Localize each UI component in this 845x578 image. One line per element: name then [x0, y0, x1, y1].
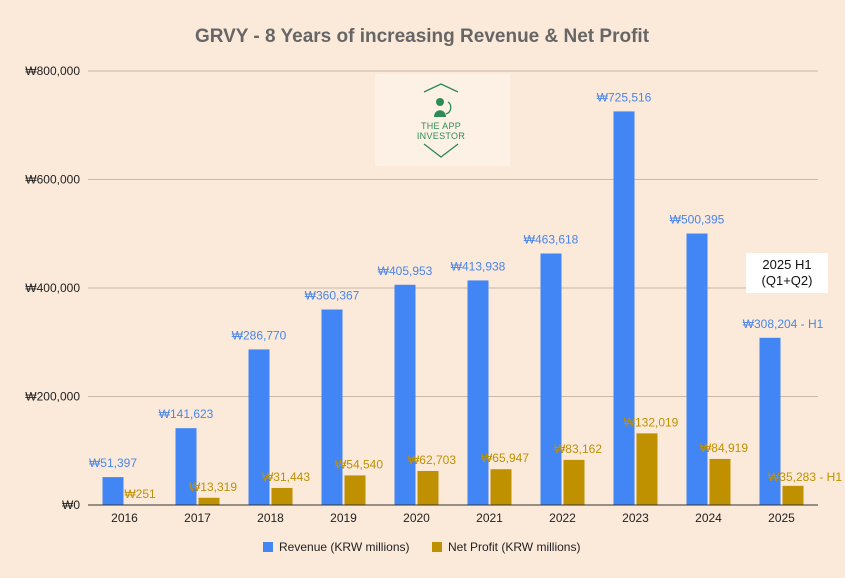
bar-net-profit	[490, 469, 512, 505]
y-tick-label: ₩0	[62, 498, 80, 512]
bar-net-profit	[344, 475, 366, 505]
data-label-revenue: ₩141,623	[159, 407, 214, 421]
bar-net-profit	[782, 485, 804, 505]
x-tick-label: 2021	[476, 511, 503, 525]
bar-revenue	[467, 280, 489, 505]
legend: Revenue (KRW millions) Net Profit (KRW m…	[263, 540, 580, 554]
legend-swatch-net-profit	[432, 542, 442, 552]
logo-text-line2: INVESTOR	[417, 131, 465, 141]
y-axis-ticks: ₩0 ₩200,000 ₩400,000 ₩600,000 ₩800,000	[25, 64, 80, 512]
x-tick-label: 2022	[549, 511, 576, 525]
data-label-net-profit: ₩35,283 - H1	[768, 470, 842, 484]
logo-text-line1: THE APP	[421, 121, 461, 131]
x-tick-label: 2019	[330, 511, 357, 525]
x-tick-label: 2020	[403, 511, 430, 525]
y-tick-label: ₩800,000	[25, 64, 80, 78]
annotation-note: 2025 H1 (Q1+Q2)	[746, 253, 828, 293]
bar-revenue	[248, 349, 270, 505]
bar-revenue	[613, 111, 635, 506]
monkey-icon	[423, 83, 459, 117]
bar-revenue	[321, 309, 343, 505]
x-axis-ticks: 2016 2017 2018 2019 2020 2021 2022 2023 2024 2025	[111, 511, 795, 525]
bar-net-profit	[417, 470, 439, 505]
data-label-net-profit: ₩65,947	[481, 451, 529, 465]
data-label-revenue: ₩413,938	[451, 259, 506, 273]
data-label-net-profit: ₩13,319	[189, 480, 237, 494]
bar-revenue	[540, 253, 562, 505]
data-label-net-profit: ₩84,919	[700, 441, 748, 455]
x-tick-label: 2025	[768, 511, 795, 525]
data-label-revenue: ₩51,397	[89, 456, 137, 470]
bar-net-profit	[271, 487, 293, 505]
annotation-line1: 2025 H1	[762, 257, 811, 272]
logo: THE APP INVESTOR	[375, 74, 510, 166]
data-labels: ₩51,397 ₩141,623 ₩286,770 ₩360,367 ₩405,953 ₩…	[89, 90, 842, 500]
x-tick-label: 2017	[184, 511, 211, 525]
y-tick-label: ₩600,000	[25, 173, 80, 187]
x-tick-label: 2018	[257, 511, 284, 525]
data-label-net-profit: ₩62,703	[408, 453, 456, 467]
data-label-revenue: ₩308,204 - H1	[743, 317, 824, 331]
data-label-net-profit: ₩31,443	[262, 470, 310, 484]
data-label-revenue: ₩725,516	[597, 90, 652, 104]
data-label-revenue: ₩500,395	[670, 213, 725, 227]
x-tick-label: 2024	[695, 511, 722, 525]
x-tick-label: 2023	[622, 511, 649, 525]
data-label-revenue: ₩360,367	[305, 289, 360, 303]
legend-label-net-profit: Net Profit (KRW millions)	[448, 540, 580, 554]
annotation-line2: (Q1+Q2)	[762, 273, 813, 288]
data-label-net-profit: ₩132,019	[624, 415, 679, 429]
chart-title: GRVY - 8 Years of increasing Revenue & N…	[195, 26, 650, 47]
data-label-revenue: ₩405,953	[378, 264, 433, 278]
data-label-revenue: ₩463,618	[524, 232, 579, 246]
bar-net-profit	[709, 458, 731, 505]
data-label-net-profit: ₩83,162	[554, 442, 602, 456]
bar-net-profit	[563, 459, 585, 505]
bar-revenue	[102, 477, 124, 505]
legend-label-revenue: Revenue (KRW millions)	[279, 540, 409, 554]
bar-net-profit	[198, 497, 220, 505]
bar-revenue	[175, 428, 197, 505]
x-tick-label: 2016	[111, 511, 138, 525]
y-tick-label: ₩200,000	[25, 390, 80, 404]
bar-revenue	[759, 337, 781, 505]
data-label-net-profit: ₩251	[124, 487, 156, 501]
bars	[102, 111, 804, 506]
data-label-revenue: ₩286,770	[232, 328, 287, 342]
bar-net-profit	[636, 433, 658, 505]
bar-revenue	[686, 233, 708, 505]
data-label-net-profit: ₩54,540	[335, 457, 383, 471]
legend-swatch-revenue	[263, 542, 273, 552]
annotation-box	[746, 253, 828, 293]
bar-revenue	[394, 284, 416, 505]
logo-chevron	[423, 143, 459, 158]
y-tick-label: ₩400,000	[25, 281, 80, 295]
